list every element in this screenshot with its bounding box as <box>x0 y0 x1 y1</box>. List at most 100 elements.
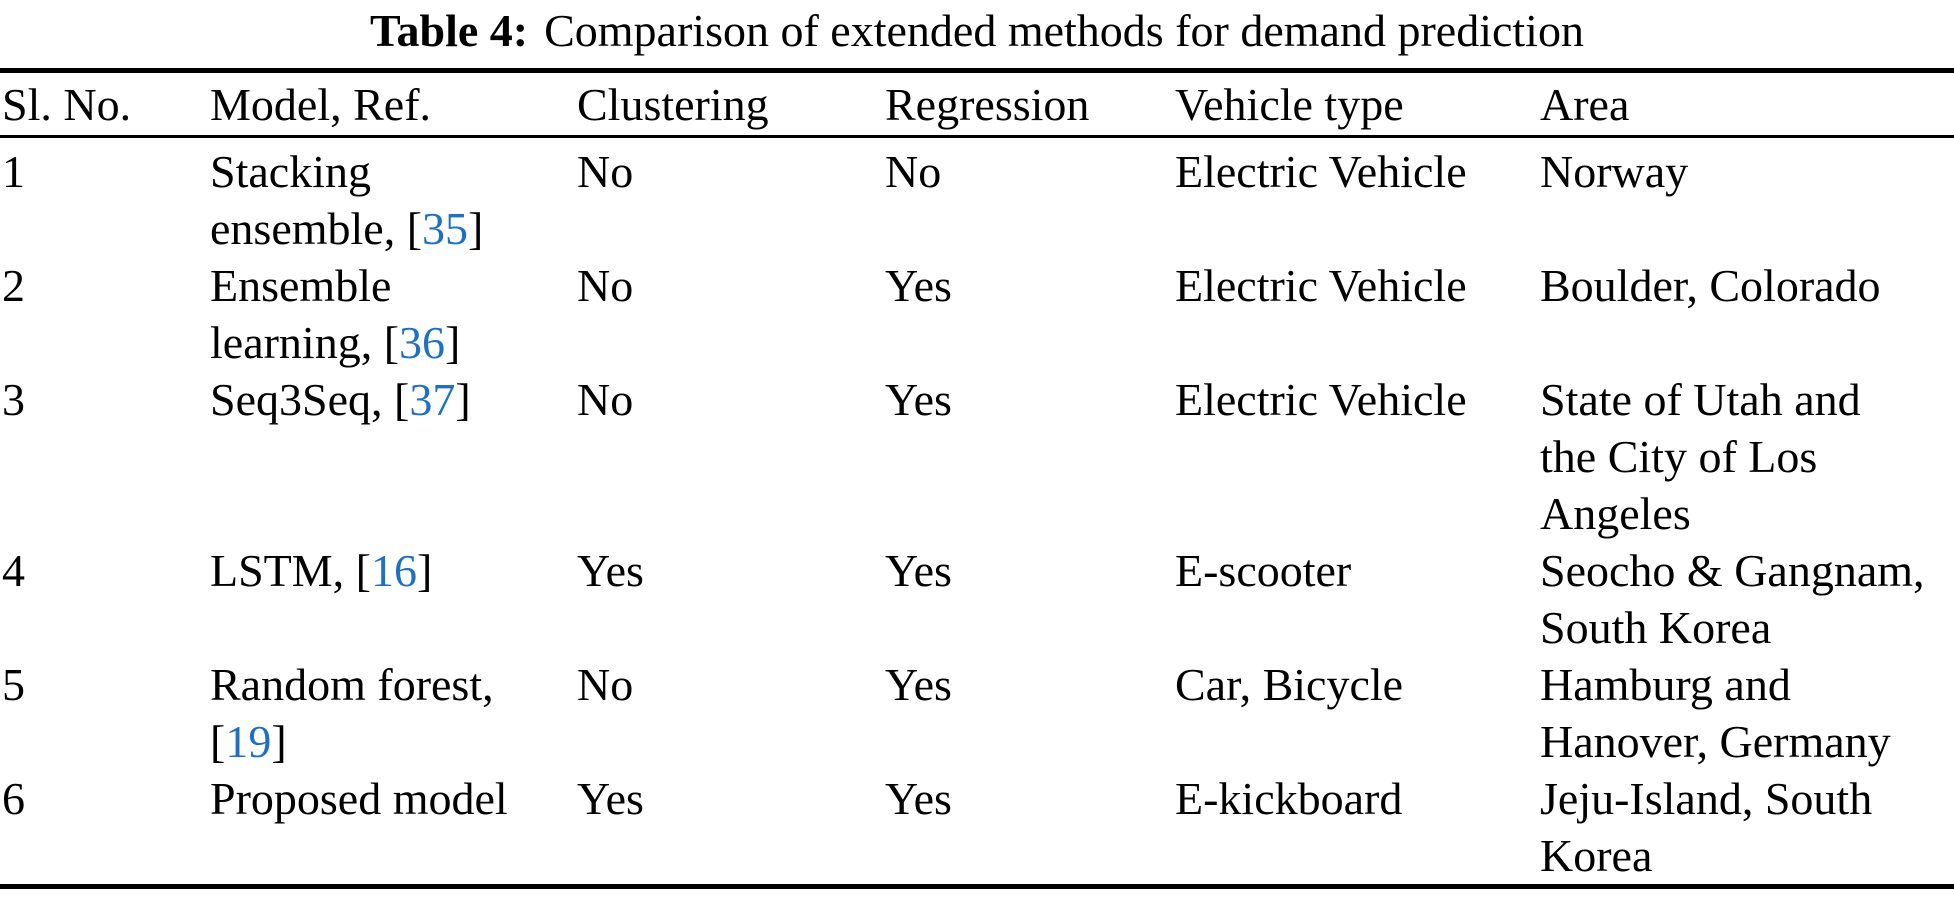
cell-clustering: No <box>577 371 885 542</box>
cell-clustering: No <box>577 656 885 770</box>
cell-area: Norway <box>1540 137 1954 258</box>
cell-line: 1 <box>2 146 25 197</box>
cell-vehicle-type: E-scooter <box>1175 542 1540 656</box>
cell-clustering: Yes <box>577 770 885 887</box>
col-header-area-label: Area <box>1540 78 1630 130</box>
col-header-clustering-label: Clustering <box>577 78 769 130</box>
col-header-sl-no: Sl. No. <box>0 70 210 138</box>
cell-line: 5 <box>2 659 25 710</box>
citation-link[interactable]: 19 <box>225 716 272 767</box>
cell-line: Random forest, <box>210 659 494 710</box>
cell-line: Hamburg and <box>1540 659 1791 710</box>
cell-line: Jeju-Island, South <box>1540 773 1873 824</box>
cell-line: Electric Vehicle <box>1175 374 1467 425</box>
table-row: 2 Ensemble learning, [36] No Yes Electric Veh… <box>0 257 1954 371</box>
cell-sl-no: 6 <box>0 770 210 887</box>
cell-line: Yes <box>577 773 644 824</box>
cell-line: No <box>577 659 634 710</box>
cell-line: 4 <box>2 545 25 596</box>
cell-model-ref: Ensemble learning, [36] <box>210 257 577 371</box>
cell-line: Angeles <box>1540 488 1691 539</box>
citation-link[interactable]: 35 <box>422 203 469 254</box>
col-header-clustering: Clustering <box>577 70 885 138</box>
cell-line: Norway <box>1540 146 1689 197</box>
cell-line: Yes <box>885 374 952 425</box>
table-row: 6 Proposed model Yes Yes E-kickboard Jeju-Isl… <box>0 770 1954 887</box>
cell-vehicle-type: Electric Vehicle <box>1175 257 1540 371</box>
cell-line: No <box>885 146 942 197</box>
citation-link[interactable]: 37 <box>409 374 456 425</box>
cell-line: Boulder, Colorado <box>1540 260 1881 311</box>
cell-line: No <box>577 374 634 425</box>
cell-line: No <box>577 260 634 311</box>
cell-line: Electric Vehicle <box>1175 146 1467 197</box>
cell-sl-no: 3 <box>0 371 210 542</box>
cell-line: Seq3Seq, [37] <box>210 374 471 425</box>
table-body: 1 Stacking ensemble, [35] No No Electric Vehi… <box>0 137 1954 887</box>
cell-sl-no: 5 <box>0 656 210 770</box>
citation-link[interactable]: 36 <box>399 317 446 368</box>
cell-model-ref: LSTM, [16] <box>210 542 577 656</box>
cell-line: Hanover, Germany <box>1540 716 1891 767</box>
table-row: 4 LSTM, [16] Yes Yes E-scooter Seocho & Gangn… <box>0 542 1954 656</box>
cell-line: Stacking <box>210 146 371 197</box>
cell-vehicle-type: Car, Bicycle <box>1175 656 1540 770</box>
cell-line: Proposed model <box>210 773 508 824</box>
cell-line: LSTM, [16] <box>210 545 433 596</box>
table-header: Sl. No. Model, Ref. Clustering Regressio… <box>0 70 1954 138</box>
table-caption-text: Comparison of extended methods for deman… <box>544 5 1584 56</box>
cell-model-ref: Seq3Seq, [37] <box>210 371 577 542</box>
cell-area: Jeju-Island, South Korea <box>1540 770 1954 887</box>
table-row: 1 Stacking ensemble, [35] No No Electric Vehi… <box>0 137 1954 258</box>
cell-line: the City of Los <box>1540 431 1818 482</box>
cell-line: Yes <box>885 659 952 710</box>
table-caption: Table 4: Comparison of extended methods f… <box>0 0 1954 68</box>
cell-area: Boulder, Colorado <box>1540 257 1954 371</box>
cell-line: E-kickboard <box>1175 773 1403 824</box>
cell-area: Seocho & Gangnam, South Korea <box>1540 542 1954 656</box>
cell-vehicle-type: E-kickboard <box>1175 770 1540 887</box>
cell-line: Yes <box>885 545 952 596</box>
cell-line: E-scooter <box>1175 545 1352 596</box>
cell-line: Car, Bicycle <box>1175 659 1404 710</box>
comparison-table: Sl. No. Model, Ref. Clustering Regressio… <box>0 68 1954 889</box>
table-row: 5 Random forest, [19] No Yes Car, Bicycle Hamb… <box>0 656 1954 770</box>
cell-line: South Korea <box>1540 602 1772 653</box>
cell-line: Yes <box>577 545 644 596</box>
cell-line: Korea <box>1540 830 1653 881</box>
cell-line: [19] <box>210 716 287 767</box>
cell-regression: Yes <box>885 257 1175 371</box>
cell-sl-no: 4 <box>0 542 210 656</box>
col-header-model-ref: Model, Ref. <box>210 70 577 138</box>
cell-line: 3 <box>2 374 25 425</box>
cell-line: learning, [36] <box>210 317 461 368</box>
cell-sl-no: 1 <box>0 137 210 258</box>
cell-vehicle-type: Electric Vehicle <box>1175 371 1540 542</box>
col-header-sl-no-label: Sl. No. <box>2 78 132 130</box>
cell-line: No <box>577 146 634 197</box>
cell-vehicle-type: Electric Vehicle <box>1175 137 1540 258</box>
cell-area: State of Utah and the City of Los Angeles <box>1540 371 1954 542</box>
cell-line: Electric Vehicle <box>1175 260 1467 311</box>
cell-line: Yes <box>885 773 952 824</box>
cell-clustering: No <box>577 137 885 258</box>
table-row: 3 Seq3Seq, [37] No Yes Electric Vehicle State… <box>0 371 1954 542</box>
cell-line: 2 <box>2 260 25 311</box>
col-header-vehicle-type: Vehicle type <box>1175 70 1540 138</box>
col-header-regression: Regression <box>885 70 1175 138</box>
cell-line: ensemble, [35] <box>210 203 484 254</box>
table-caption-label: Table 4: <box>370 5 529 56</box>
header-row: Sl. No. Model, Ref. Clustering Regressio… <box>0 70 1954 138</box>
cell-clustering: Yes <box>577 542 885 656</box>
cell-regression: Yes <box>885 656 1175 770</box>
cell-model-ref: Random forest, [19] <box>210 656 577 770</box>
cell-regression: Yes <box>885 371 1175 542</box>
cell-clustering: No <box>577 257 885 371</box>
cell-line: State of Utah and <box>1540 374 1861 425</box>
cell-line: Ensemble <box>210 260 392 311</box>
citation-link[interactable]: 16 <box>371 545 417 596</box>
cell-model-ref: Stacking ensemble, [35] <box>210 137 577 258</box>
col-header-regression-label: Regression <box>885 78 1090 130</box>
cell-regression: Yes <box>885 542 1175 656</box>
cell-regression: No <box>885 137 1175 258</box>
